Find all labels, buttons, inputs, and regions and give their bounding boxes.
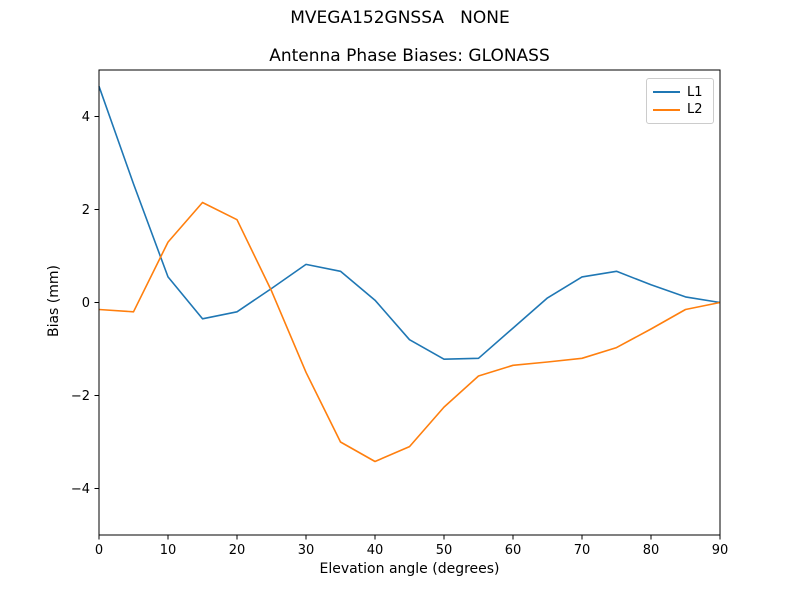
- y-tick-label: 2: [82, 203, 90, 218]
- x-tick-label: 80: [643, 543, 660, 558]
- legend-label-l2: L2: [687, 102, 703, 118]
- y-tick-label: −2: [71, 389, 90, 404]
- x-tick-label: 10: [160, 543, 177, 558]
- legend: L1 L2: [646, 78, 714, 124]
- axes-ticks: 0 10 20 30 40 50 60 70 80 90 −4 −2 0 2 4: [71, 110, 728, 558]
- x-tick-label: 60: [505, 543, 522, 558]
- legend-item-l1: L1: [653, 86, 707, 99]
- legend-label-l1: L1: [687, 84, 703, 100]
- y-tick-label: 0: [82, 296, 90, 311]
- series-lines: [98, 86, 721, 463]
- x-tick-label: 20: [229, 543, 246, 558]
- axes-spines: [98, 69, 721, 536]
- x-tick-label: 90: [712, 543, 729, 558]
- x-tick-label: 30: [298, 543, 315, 558]
- figure-title: MVEGA152GNSSA NONE: [290, 8, 510, 28]
- plot-border: [98, 69, 721, 536]
- x-tick-label: 40: [367, 543, 384, 558]
- l1-line-swatch: [653, 91, 680, 94]
- axes-title: Antenna Phase Biases: GLONASS: [269, 46, 550, 66]
- series-line-l2: [98, 201, 721, 463]
- x-axis-label: Elevation angle (degrees): [319, 561, 500, 577]
- x-tick-label: 70: [574, 543, 591, 558]
- legend-item-l2: L2: [653, 103, 707, 116]
- series-line-l1: [98, 86, 721, 361]
- x-tick-label: 0: [95, 543, 103, 558]
- l2-line-swatch: [653, 108, 680, 111]
- y-axis-label: Bias (mm): [46, 264, 62, 338]
- y-tick-label: −4: [71, 482, 90, 497]
- x-tick-label: 50: [436, 543, 453, 558]
- y-tick-label: 4: [82, 110, 90, 125]
